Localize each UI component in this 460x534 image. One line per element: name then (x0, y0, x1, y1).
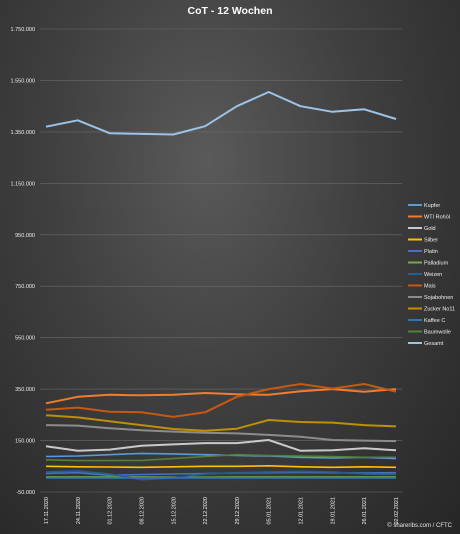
x-tick-label: 01.12.2020 (108, 497, 114, 525)
chart-title: CoT - 12 Wochen (187, 5, 273, 17)
x-axis: 17.11.2020 24.11.2020 01.12.2020 08.12.2020… (44, 497, 400, 525)
y-tick-label: -50.000 (16, 490, 35, 496)
x-tick-label: 05.01.2021 (267, 497, 273, 525)
x-tick-label: 24.11.2020 (76, 497, 82, 524)
legend-label: Silber (424, 238, 438, 244)
legend-label: Palladium (424, 261, 449, 267)
legend-label: Kupfer (424, 203, 440, 209)
y-tick-label: 550.000 (15, 336, 35, 342)
x-tick-label: 22.12.2020 (203, 497, 209, 525)
x-tick-label: 17.11.2020 (44, 497, 50, 524)
legend-label: WTI Rohöl (424, 215, 450, 221)
series-line-weizen (45, 470, 397, 481)
x-tick-label: 12.01.2021 (299, 497, 305, 525)
legend-label: Mais (424, 284, 436, 290)
x-tick-label: 02.02.2021 (394, 497, 400, 525)
legend-label: Gold (424, 226, 436, 232)
series-line-mais (45, 383, 397, 418)
grid-lines (40, 28, 402, 493)
series-line-gesamt (45, 91, 397, 136)
x-tick-label: 29.12.2020 (235, 497, 241, 525)
series-line-wti-roh-l (45, 388, 397, 405)
y-tick-label: 1.150.000 (11, 181, 35, 187)
legend-label: Gesamt (424, 341, 444, 347)
legend-label: Sojabohnen (424, 295, 453, 301)
y-tick-label: 1.550.000 (11, 78, 35, 84)
y-tick-label: 950.000 (15, 233, 35, 239)
series-line-sojabohnen (45, 424, 397, 443)
source-credit: © shareribs.com / CFTC (387, 523, 452, 529)
y-tick-label: 1.350.000 (11, 130, 35, 136)
x-tick-label: 26.01.2021 (362, 497, 368, 525)
x-tick-label: 08.12.2020 (139, 497, 145, 525)
y-tick-label: 150.000 (15, 439, 35, 445)
y-tick-label: 750.000 (15, 284, 35, 290)
legend-label: Platin (424, 249, 438, 255)
series-lines (45, 91, 397, 481)
y-axis: -50.000 150.000 350.000 550.000 750.000 950.0… (11, 27, 35, 496)
legend-label: Weizen (424, 272, 442, 278)
y-tick-label: 1.750.000 (11, 27, 35, 33)
y-tick-label: 350.000 (15, 387, 35, 393)
legend-label: Kaffee C (424, 318, 445, 324)
series-line-baumwolle (45, 453, 396, 462)
legend-label: Baumwolle (424, 330, 451, 336)
series-line-silber (45, 464, 397, 469)
legend: Kupfer WTI Rohöl Gold Silber Platin Palladium… (408, 203, 455, 347)
series-line-gold (45, 439, 397, 452)
x-tick-label: 15.12.2020 (171, 497, 177, 525)
x-tick-label: 19.01.2021 (330, 497, 336, 525)
series-line-zucker-no11 (45, 414, 397, 432)
legend-label: Zucker No11 (424, 307, 455, 313)
